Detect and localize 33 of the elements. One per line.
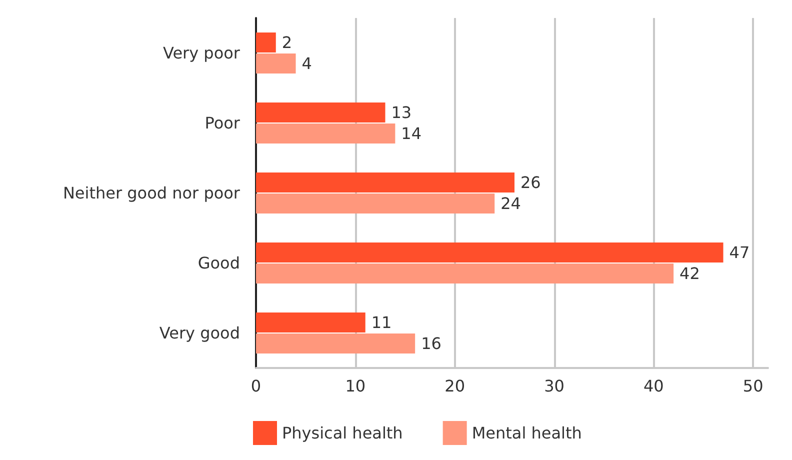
y-tick-label: Poor xyxy=(204,114,240,132)
bar xyxy=(256,264,674,284)
data-label: 42 xyxy=(680,264,700,283)
data-label: 14 xyxy=(401,124,422,143)
data-label: 47 xyxy=(729,243,750,262)
data-label: 16 xyxy=(421,334,442,353)
data-label: 26 xyxy=(520,173,541,192)
bar xyxy=(256,242,724,262)
legend-label: Physical health xyxy=(282,424,403,442)
x-tick-label: 40 xyxy=(643,376,664,396)
bar xyxy=(256,32,276,52)
x-tick-label: 50 xyxy=(742,376,764,396)
y-tick-label: Neither good nor poor xyxy=(62,184,240,202)
data-label: 13 xyxy=(391,103,412,122)
data-label: 11 xyxy=(371,313,392,332)
bar xyxy=(256,312,366,332)
bar xyxy=(256,54,296,74)
data-label: 2 xyxy=(282,33,292,52)
x-tick-label: 0 xyxy=(250,376,262,396)
legend-label: Mental health xyxy=(472,424,582,442)
bar xyxy=(256,124,396,144)
x-tick-label: 30 xyxy=(544,376,564,396)
bar xyxy=(256,334,416,354)
y-tick-label: Very good xyxy=(159,324,240,342)
x-tick-label: 20 xyxy=(444,376,466,396)
x-tick-label: 10 xyxy=(345,376,366,396)
data-label: 24 xyxy=(500,194,521,213)
data-label: 4 xyxy=(302,54,312,73)
bar xyxy=(256,172,514,192)
bar xyxy=(256,194,495,214)
bar xyxy=(256,102,386,122)
y-tick-label: Good xyxy=(198,254,240,272)
y-tick-label: Very poor xyxy=(163,44,240,62)
